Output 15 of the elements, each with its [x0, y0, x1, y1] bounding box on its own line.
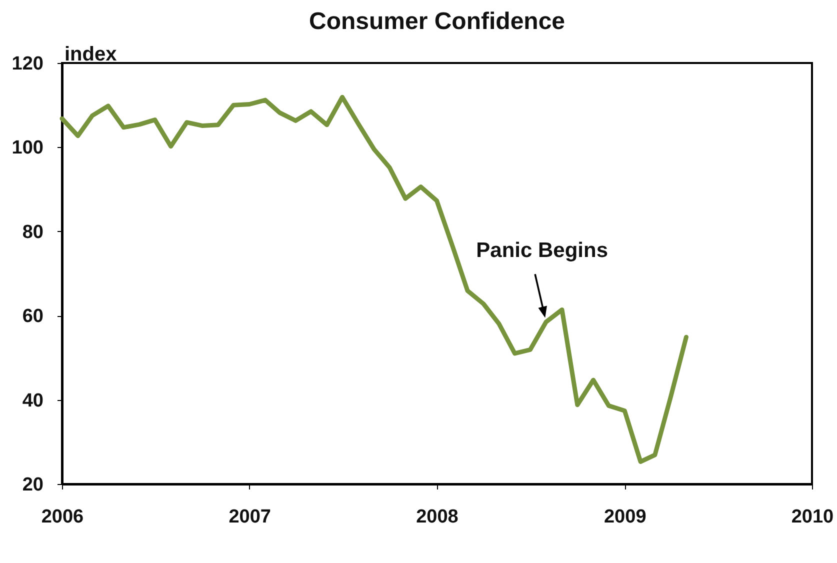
y-tick-label: 20 — [22, 474, 44, 496]
annotation: Panic Begins — [476, 238, 608, 262]
y-tick-label: 40 — [22, 390, 44, 412]
y-axis-title: index — [64, 44, 117, 66]
x-tick-label: 2007 — [228, 506, 272, 528]
x-tick-label: 2009 — [604, 506, 646, 528]
y-tick-label: 100 — [12, 138, 44, 159]
y-tick-label: 60 — [22, 306, 44, 328]
x-tick-label: 2006 — [41, 506, 84, 528]
x-tick-label: 2008 — [416, 506, 458, 528]
x-tick-label: 2010 — [791, 506, 834, 528]
chart-title: Consumer Confidence — [308, 8, 566, 35]
line-series — [60, 94, 688, 464]
y-tick-label: 80 — [22, 222, 44, 243]
y-tick-label: 120 — [12, 54, 44, 74]
